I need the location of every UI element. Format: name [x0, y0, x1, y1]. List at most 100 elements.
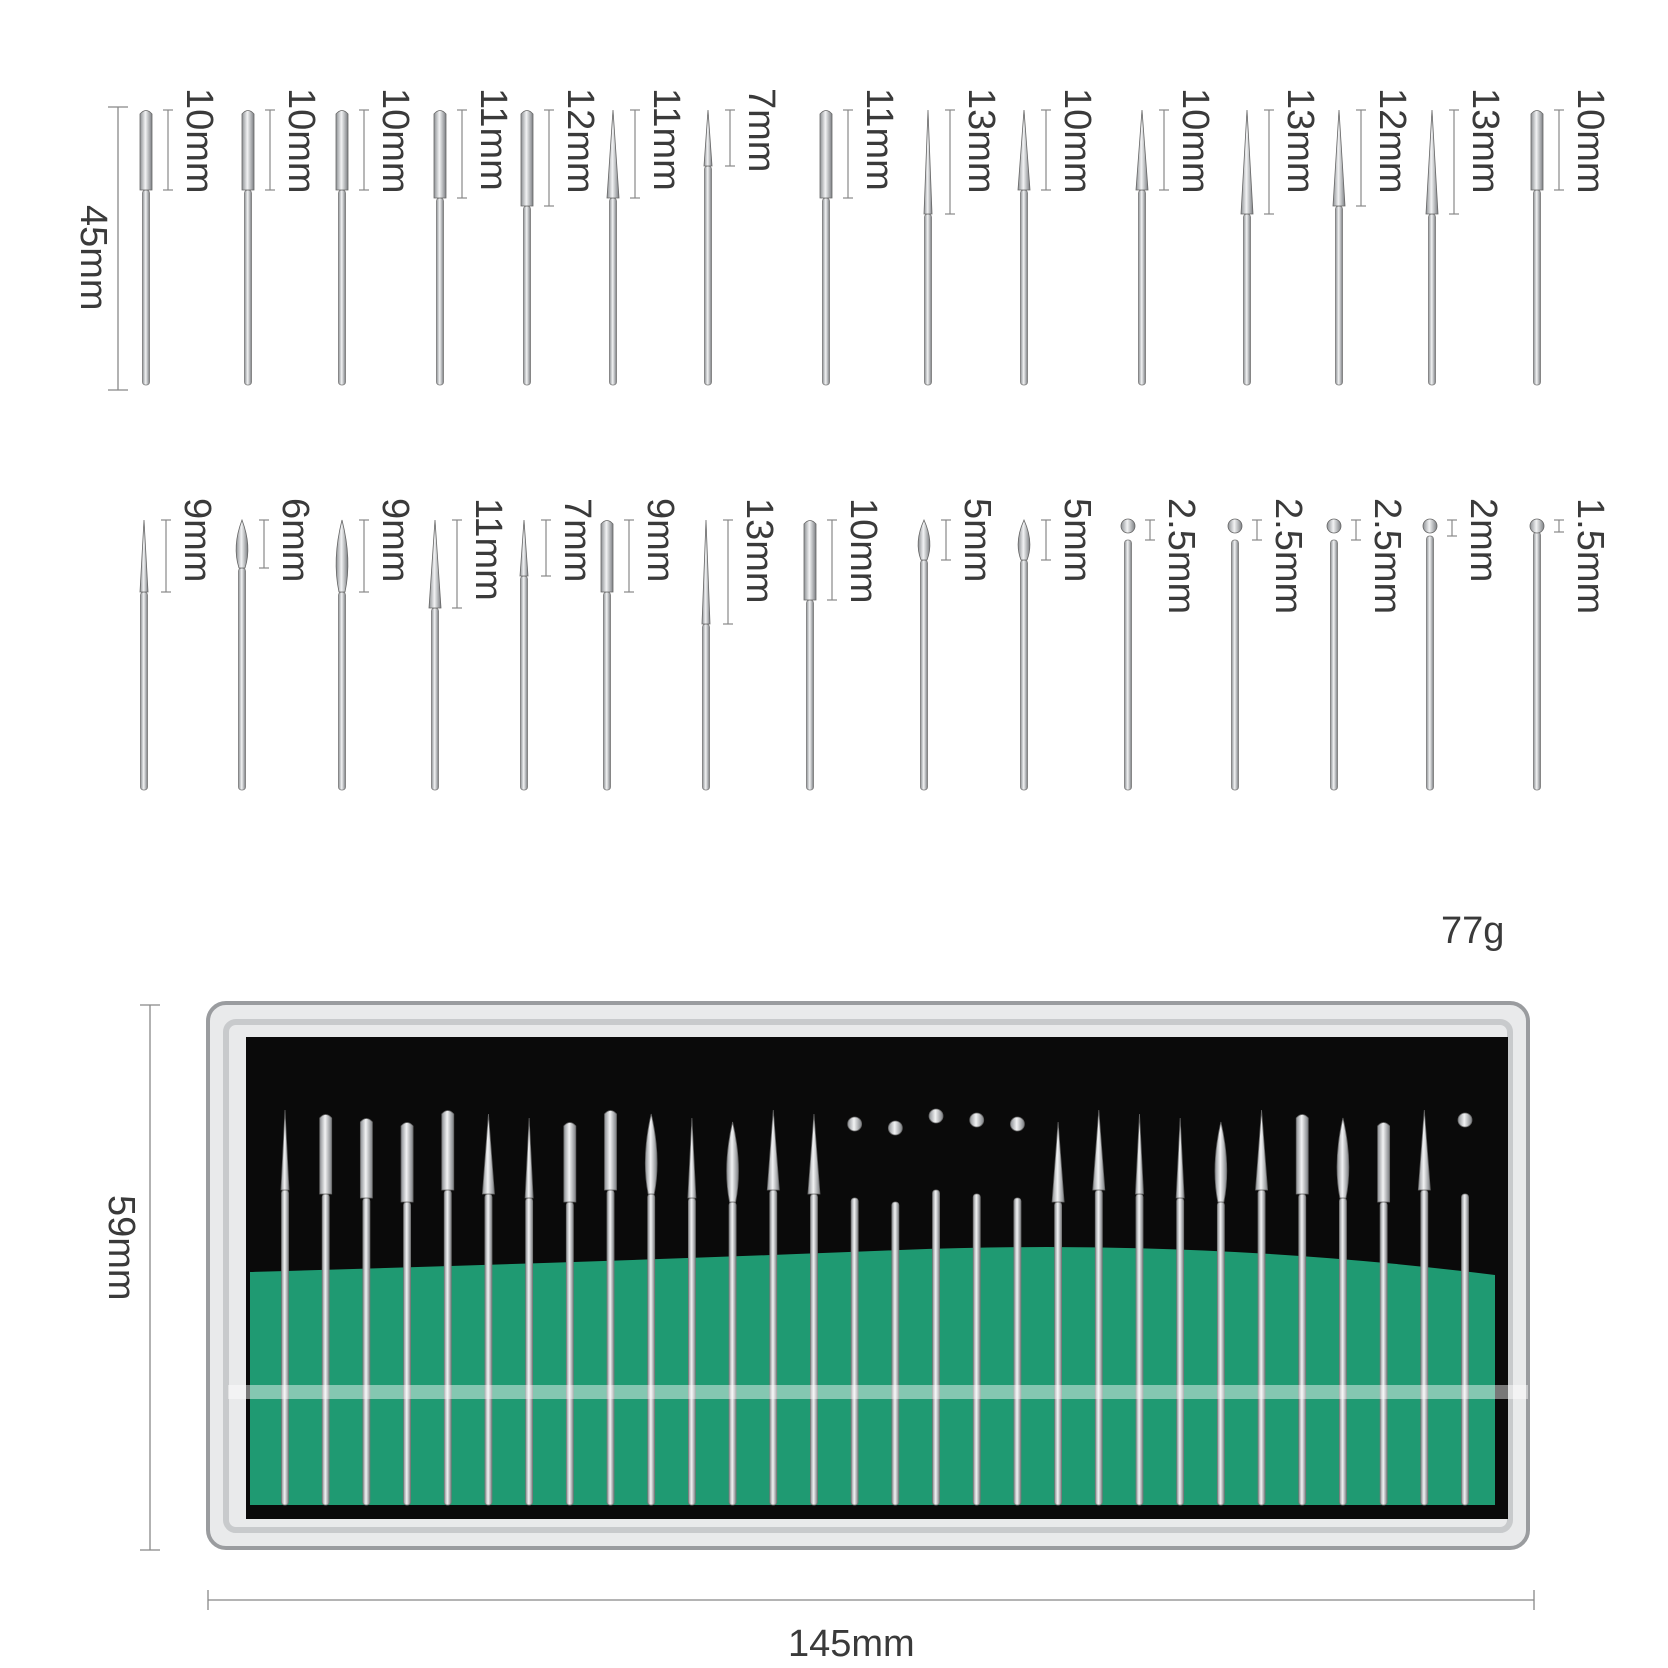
retaining-bar: [228, 1385, 1528, 1399]
burr-bit: [319, 1114, 333, 1506]
bit-head-flame: [1017, 519, 1031, 561]
bit-head-cylinder: [241, 110, 255, 191]
burr-bit: [139, 110, 153, 386]
bit-shank: [687, 1197, 696, 1506]
burr-bit: [687, 1117, 697, 1506]
burr-bit: [400, 1122, 414, 1506]
bit-head-needle: [524, 1117, 534, 1199]
bit-head-taper: [1425, 109, 1439, 215]
bit-head-cylinder: [359, 1118, 373, 1199]
burr-bit: [1530, 110, 1544, 386]
burr-bit: [917, 519, 931, 791]
bit-shank: [1298, 1193, 1307, 1506]
head-length-label: 10mm: [1174, 88, 1216, 194]
bit-head-cylinder: [335, 110, 349, 191]
bit-shank: [431, 607, 439, 791]
bit-shank: [806, 599, 814, 791]
bit-shank: [338, 591, 346, 791]
bit-head-taper: [1135, 109, 1149, 191]
overall-length-label: 45mm: [72, 205, 114, 311]
burr-bit: [847, 1116, 863, 1506]
bit-shank: [1138, 189, 1146, 386]
burr-bit: [519, 519, 529, 791]
bit-head-needle: [280, 1109, 290, 1191]
bit-head-cylinder: [319, 1114, 333, 1195]
bit-shank: [1330, 539, 1338, 791]
bit-shank: [1533, 189, 1541, 386]
bit-head-flame: [1336, 1117, 1350, 1199]
burr-bit: [803, 520, 817, 791]
burr-bit: [1017, 109, 1031, 386]
burr-bit: [606, 109, 620, 386]
head-length-label: 12mm: [1371, 88, 1413, 194]
bit-shank: [1054, 1201, 1063, 1506]
bit-shank: [603, 591, 611, 791]
head-length-label: 11mm: [472, 88, 514, 191]
bit-head-taper: [807, 1113, 821, 1195]
bit-head-ball: [969, 1112, 985, 1128]
bit-head-needle: [519, 519, 529, 577]
burr-bit: [644, 1113, 658, 1506]
bit-head-taper: [482, 1113, 495, 1195]
bit-head-flame: [1214, 1121, 1228, 1203]
bit-shank: [704, 165, 712, 386]
bit-head-ball: [887, 1120, 903, 1136]
burr-bit: [1326, 518, 1342, 791]
bit-head-cylinder: [563, 1122, 577, 1203]
burr-bit: [428, 519, 442, 791]
bit-shank: [606, 1189, 615, 1506]
burr-bit: [441, 1110, 455, 1506]
bit-shank: [1020, 189, 1028, 386]
burr-bit: [807, 1113, 821, 1506]
burr-bit: [604, 1110, 617, 1506]
burr-bit: [1529, 518, 1545, 791]
bit-shank: [140, 591, 148, 791]
bit-shank: [403, 1201, 411, 1506]
bit-shank: [1013, 1197, 1022, 1506]
bit-shank: [1216, 1201, 1225, 1506]
bit-head-flame: [726, 1121, 739, 1203]
head-length-label: 6mm: [274, 498, 316, 583]
burr-bit: [1135, 109, 1149, 386]
bit-shank: [244, 189, 252, 386]
bit-head-flame: [644, 1113, 658, 1195]
bit-head-taper: [1092, 1109, 1106, 1191]
head-length-label: 7mm: [556, 498, 598, 583]
burr-bit: [1135, 1113, 1144, 1506]
bit-head-flame: [335, 519, 349, 593]
head-length-label: 10mm: [842, 498, 884, 604]
head-length-label: 5mm: [1056, 498, 1098, 583]
head-length-label: 2.5mm: [1267, 498, 1309, 615]
bit-head-taper: [1255, 1109, 1268, 1191]
bit-head-needle: [139, 519, 149, 593]
bit-shank: [565, 1201, 574, 1506]
bit-shank: [702, 623, 710, 791]
burr-bit: [1457, 1112, 1473, 1506]
burr-bit: [1332, 109, 1346, 386]
bit-head-ball: [1326, 518, 1342, 534]
bit-shank: [1426, 535, 1434, 791]
burr-bit: [1295, 1114, 1309, 1506]
head-length-label: 11mm: [467, 498, 509, 601]
bit-shank: [525, 1197, 534, 1506]
bit-shank: [1379, 1201, 1388, 1506]
bit-head-taper: [1332, 109, 1346, 207]
bit-shank: [338, 189, 346, 386]
bit-shank: [769, 1189, 778, 1506]
bit-head-flame: [235, 518, 249, 569]
bit-shank: [1176, 1197, 1185, 1506]
burr-bit: [1255, 1109, 1268, 1506]
burr-bit: [766, 1109, 780, 1506]
bit-head-needle: [687, 1117, 697, 1199]
bit-shank: [1135, 1193, 1144, 1506]
burr-bit: [703, 109, 713, 386]
bit-shank: [1339, 1197, 1347, 1506]
bit-shank: [924, 213, 932, 386]
burr-bit: [1092, 1109, 1106, 1506]
bit-shank: [1461, 1193, 1469, 1506]
burr-bit: [1214, 1121, 1228, 1506]
weight-label: 77g: [1441, 910, 1505, 952]
bit-shank: [142, 189, 150, 386]
